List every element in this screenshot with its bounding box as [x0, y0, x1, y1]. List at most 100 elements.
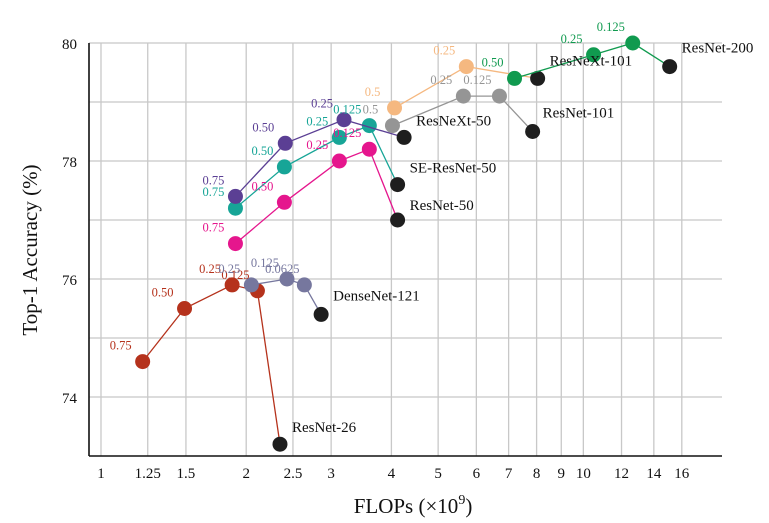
point-label: 0.5 [363, 103, 379, 117]
baseline-point [525, 124, 541, 139]
point-label: 0.25 [311, 97, 333, 111]
data-point [458, 59, 474, 75]
y-axis-title: Top-1 Accuracy (%) [18, 164, 42, 335]
x-tick-label: 10 [576, 466, 591, 482]
baseline-point [272, 436, 288, 452]
data-point [135, 354, 151, 370]
baseline-point [390, 177, 406, 193]
model-label: ResNet-50 [410, 198, 474, 214]
data-point [455, 88, 471, 104]
model-label: ResNet-101 [543, 106, 615, 122]
data-point [276, 194, 292, 210]
x-tick-label: 1.5 [177, 466, 196, 482]
x-tick-labels: 1 1.25 1.5 2 2.5 3 4 5 6 7 8 9 10 12 14 16 [97, 466, 690, 482]
point-label: 0.125 [251, 256, 279, 270]
data-point [296, 277, 312, 293]
point-label: 0.75 [110, 339, 132, 353]
point-label: 0.75 [203, 173, 225, 187]
point-label: 0.25 [561, 32, 583, 46]
grid [89, 42, 722, 456]
model-label: ResNeXt-50 [416, 113, 491, 129]
point-label: 0.50 [482, 55, 504, 69]
point-label: 0.75 [203, 185, 225, 199]
baseline-point [396, 129, 412, 145]
x-tick-label: 12 [614, 466, 629, 482]
y-tick-label: 78 [62, 155, 77, 171]
series-line [251, 278, 322, 315]
series-resnet-200 [507, 35, 678, 86]
model-label: ResNet-200 [682, 41, 754, 57]
point-label: 0.50 [252, 120, 274, 134]
data-point [387, 100, 403, 116]
series-resnet-50 [227, 141, 406, 252]
axes [88, 43, 722, 457]
point-label: 0.125 [221, 268, 249, 282]
x-tick-label: 6 [473, 466, 481, 482]
point-label: 0.25 [306, 138, 328, 152]
data-point [224, 277, 240, 293]
point-label: 0.75 [203, 221, 225, 235]
series-line [514, 42, 671, 80]
baseline-point [662, 59, 678, 75]
point-label: 0.50 [251, 179, 273, 193]
x-tick-label: 14 [646, 466, 662, 482]
x-tick-label: 1 [97, 466, 105, 482]
series-resnet-26 [135, 277, 288, 452]
series-se-resnet-50 [227, 118, 406, 216]
baseline-point [530, 70, 546, 86]
data-point [384, 118, 400, 134]
data-point [331, 153, 347, 169]
baseline-point [390, 212, 406, 228]
x-tick-label: 5 [434, 466, 442, 482]
model-label: ResNeXt-101 [550, 53, 633, 69]
series-line [392, 95, 534, 132]
x-tick-label: 3 [327, 466, 335, 482]
series-line [235, 148, 399, 245]
series-line [142, 284, 281, 445]
point-label: 0.125 [333, 103, 361, 117]
series-resnext-50 [227, 112, 412, 204]
data-point [177, 301, 193, 316]
point-label: 0.25 [430, 73, 452, 87]
data-point [227, 200, 243, 216]
data-point [276, 159, 292, 175]
model-label: ResNet-26 [292, 420, 357, 436]
y-tick-label: 74 [62, 391, 78, 407]
data-point [279, 271, 295, 287]
data-point [227, 236, 243, 252]
x-tick-label: 2 [242, 466, 250, 482]
x-tick-label: 8 [533, 466, 541, 482]
point-label: 0.25 [199, 262, 221, 276]
point-label: 0.25 [433, 44, 455, 58]
point-label: 0.125 [333, 126, 361, 140]
data-point [361, 141, 377, 157]
series-resnext-101 [387, 59, 546, 116]
point-label: 0.0625 [265, 262, 299, 276]
series-resnet-101 [384, 88, 541, 139]
point-label: 0.25 [306, 114, 328, 128]
x-tick-label: 9 [558, 466, 566, 482]
x-tick-label: 4 [388, 466, 396, 482]
model-label: SE-ResNet-50 [410, 161, 497, 177]
series-line [234, 119, 405, 197]
series [135, 35, 678, 452]
baseline-point [313, 306, 329, 322]
data-point [243, 277, 259, 293]
y-tick-label: 80 [62, 37, 77, 53]
data-point [277, 135, 293, 151]
point-label: 0.125 [463, 73, 491, 87]
x-tick-label: 16 [674, 466, 690, 482]
point-label: 0.50 [152, 286, 174, 300]
x-tick-label: 1.25 [135, 466, 161, 482]
point-label: 0.50 [251, 144, 273, 158]
x-tick-label: 7 [505, 466, 513, 482]
y-tick-label: 76 [62, 273, 78, 289]
point-label: 0.25 [218, 262, 240, 276]
data-point [331, 129, 347, 145]
data-point [361, 118, 377, 134]
data-point [507, 70, 523, 86]
y-tick-labels: 74 76 78 80 [62, 37, 78, 407]
data-point [586, 47, 602, 63]
point-label: 0.5 [365, 85, 381, 99]
